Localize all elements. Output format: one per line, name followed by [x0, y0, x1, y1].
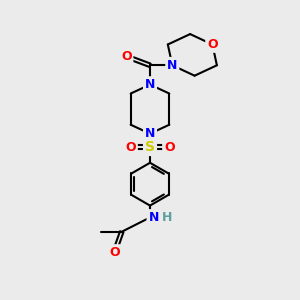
- Text: O: O: [207, 38, 218, 51]
- Text: N: N: [148, 211, 159, 224]
- Text: S: S: [145, 140, 155, 154]
- Text: O: O: [125, 140, 136, 154]
- Text: O: O: [109, 246, 120, 259]
- Text: N: N: [145, 78, 155, 91]
- Text: O: O: [164, 140, 175, 154]
- Text: H: H: [162, 211, 172, 224]
- Text: N: N: [145, 127, 155, 140]
- Text: N: N: [167, 59, 178, 72]
- Text: O: O: [121, 50, 131, 63]
